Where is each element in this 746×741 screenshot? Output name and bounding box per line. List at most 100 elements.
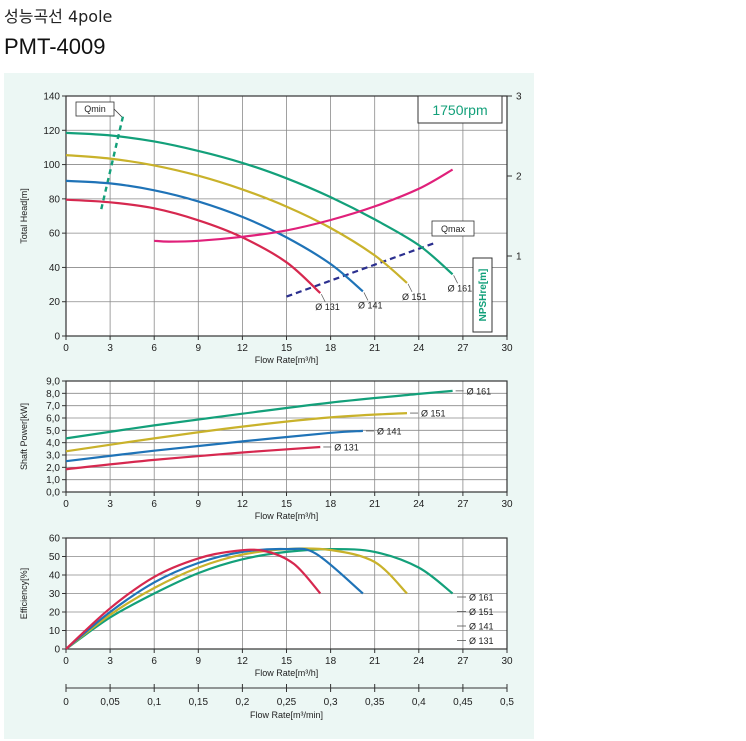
head-ytick-label: 140 <box>43 92 60 103</box>
head-y2tick-label: 3 <box>516 92 522 103</box>
head-series-label: Ø 131 <box>315 302 340 312</box>
power-ytick-label: 8,0 <box>46 389 60 400</box>
efficiency-xtick-label: 9 <box>196 656 202 667</box>
head-curve-d151 <box>65 154 408 284</box>
power-ylabel: Shaft Power[kW] <box>19 403 29 470</box>
head-series-leader <box>363 292 369 301</box>
qmin-leader <box>113 108 124 119</box>
head-curve-d141 <box>65 179 364 293</box>
head-xtick-label: 12 <box>237 343 249 354</box>
power-ytick-label: 4,0 <box>46 438 60 449</box>
efficiency-ytick-label: 30 <box>49 589 61 600</box>
head-ytick-label: 0 <box>54 332 60 343</box>
head-xtick-label: 24 <box>413 343 425 354</box>
efficiency-ytick-label: 60 <box>49 534 61 545</box>
efficiency-xtick-label: 21 <box>369 656 381 667</box>
power-chart: 0 3 6 9 12 15 18 21 24 27 30 0,0 1,02,03,0 4,05,06,0 7… <box>19 377 513 522</box>
rpm-label: 1750rpm <box>432 102 487 118</box>
x2-label: Flow Rate[m³/min] <box>250 710 323 720</box>
power-curve-d131 <box>65 445 321 471</box>
head-xtick-label: 21 <box>369 343 381 354</box>
efficiency-chart: 0 3 6 9 12 15 18 21 24 27 30 0 10 20 30 40 50 60 Flow Rate… <box>19 534 514 721</box>
x2-tick-label: 0,1 <box>147 697 161 708</box>
power-ytick-label: 6,0 <box>46 414 60 425</box>
npsh-label-box <box>472 257 493 333</box>
head-ytick-label: 60 <box>49 229 61 240</box>
eff-curve-d161 <box>65 547 454 650</box>
efficiency-xtick-label: 27 <box>457 656 469 667</box>
head-ytick-label: 120 <box>43 126 60 137</box>
npsh-curve <box>154 168 454 243</box>
power-curve-d161 <box>65 389 453 440</box>
x2-tick-label: 0,05 <box>100 697 120 708</box>
head-xtick-label: 0 <box>63 343 69 354</box>
x2-tick-label: 0,35 <box>365 697 385 708</box>
power-ytick-label: 9,0 <box>46 377 60 388</box>
eff-legend-label: Ø 131 <box>469 636 494 646</box>
power-series-label: Ø 151 <box>421 409 446 419</box>
efficiency-xtick-label: 3 <box>107 656 113 667</box>
efficiency-xtick-label: 30 <box>501 656 513 667</box>
head-xlabel: Flow Rate[m³/h] <box>255 355 319 365</box>
x2-tick-label: 0,25 <box>277 697 297 708</box>
head-series-label: Ø 151 <box>402 292 427 302</box>
x2-tick-label: 0,3 <box>324 697 338 708</box>
power-ytick-label: 3,0 <box>46 451 60 462</box>
category-title: 성능곡선 4pole <box>4 7 113 26</box>
power-series-label: Ø 161 <box>467 386 492 396</box>
power-xtick-label: 27 <box>457 499 469 510</box>
efficiency-ylabel: Efficiency[%] <box>19 568 29 619</box>
head-curve-d131 <box>65 198 322 294</box>
power-series-label: Ø 141 <box>377 426 402 436</box>
head-series-label: Ø 161 <box>448 283 473 293</box>
efficiency-ytick-label: 10 <box>49 626 61 637</box>
power-xtick-label: 24 <box>413 499 425 510</box>
qmax-label: Qmax <box>441 224 466 234</box>
eff-curve-d151 <box>65 547 408 650</box>
qmax-line <box>286 242 434 298</box>
efficiency-ytick-label: 50 <box>49 552 61 563</box>
power-curve-d151 <box>65 412 408 453</box>
head-y2tick-label: 1 <box>516 252 522 263</box>
power-ytick-label: 0,0 <box>46 488 60 499</box>
x2-tick-label: 0,2 <box>235 697 249 708</box>
power-xtick-label: 6 <box>151 499 157 510</box>
head-ytick-label: 100 <box>43 160 60 171</box>
efficiency-xtick-label: 12 <box>237 656 249 667</box>
npsh-axis-label: NPSHre[m] <box>478 269 489 322</box>
efficiency-xtick-label: 6 <box>151 656 157 667</box>
efficiency-xtick-label: 24 <box>413 656 425 667</box>
power-ytick-label: 5,0 <box>46 426 60 437</box>
power-series-label: Ø 131 <box>334 442 359 452</box>
qmax-box <box>431 220 475 237</box>
power-xlabel: Flow Rate[m³/h] <box>255 511 319 521</box>
x2-tick-label: 0,45 <box>453 697 473 708</box>
model-title: PMT-4009 <box>4 34 106 59</box>
efficiency-frame <box>65 537 508 650</box>
head-y2tick-label: 2 <box>516 172 522 183</box>
power-xtick-label: 30 <box>501 499 513 510</box>
power-ytick-label: 7,0 <box>46 401 60 412</box>
efficiency-xtick-label: 18 <box>325 656 337 667</box>
head-xtick-label: 30 <box>501 343 513 354</box>
head-xtick-label: 18 <box>325 343 337 354</box>
power-ytick-label: 1,0 <box>46 475 60 486</box>
efficiency-ytick-label: 20 <box>49 608 61 619</box>
power-xtick-label: 18 <box>325 499 337 510</box>
head-frame <box>65 95 508 337</box>
head-xtick-label: 15 <box>281 343 293 354</box>
head-ytick-label: 80 <box>49 194 61 205</box>
power-xtick-label: 21 <box>369 499 381 510</box>
head-chart: 0 3 6 9 12 15 18 21 24 27 30020406080100120140Flow… <box>19 92 522 366</box>
efficiency-xtick-label: 0 <box>63 656 69 667</box>
power-frame <box>65 380 508 493</box>
x2-tick-label: 0,5 <box>500 697 514 708</box>
head-ytick-label: 40 <box>49 263 61 274</box>
power-ytick-label: 2,0 <box>46 463 60 474</box>
qmin-label: Qmin <box>84 104 106 114</box>
power-xtick-label: 15 <box>281 499 293 510</box>
head-xtick-label: 3 <box>107 343 113 354</box>
efficiency-ytick-label: 0 <box>54 645 60 656</box>
x2-tick-label: 0,15 <box>189 697 209 708</box>
